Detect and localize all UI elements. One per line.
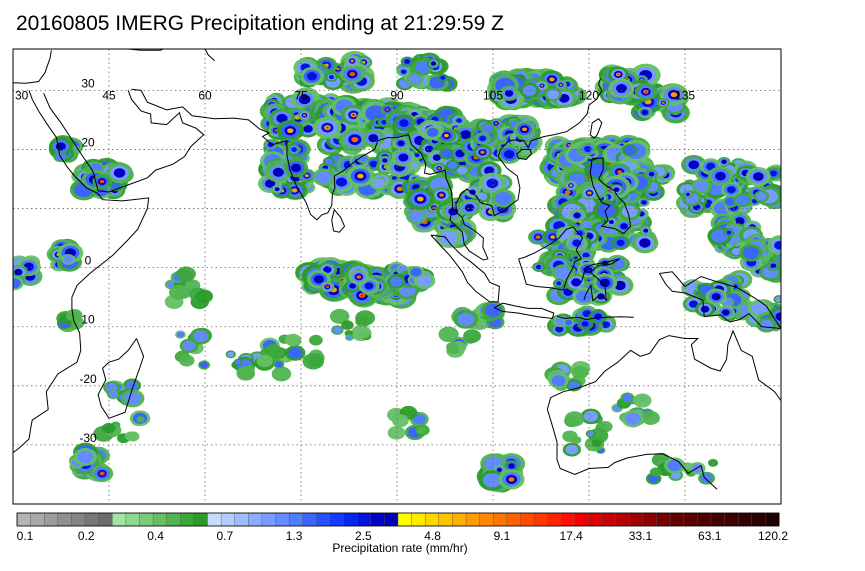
colorbar-tick-label: 0.2 [77, 529, 95, 543]
colorbar-cell [180, 512, 195, 527]
colorbar-cell [479, 512, 494, 527]
colorbar-tick-label: 9.1 [493, 529, 511, 543]
colorbar-cell [629, 512, 644, 527]
coastlines [13, 49, 781, 490]
colorbar-tick-label: 0.7 [216, 529, 234, 543]
colorbar-cell [397, 512, 413, 527]
colorbar-cell [193, 512, 208, 527]
colorbar-cell [506, 512, 521, 527]
colorbar-cell [112, 512, 127, 527]
longitude-labels: 30 45 60 75 90 105 120 135 [15, 88, 695, 102]
colorbar-cell [384, 512, 399, 527]
graticule [13, 49, 781, 504]
colorbar-cell [356, 512, 372, 527]
colorbar-cell [574, 512, 590, 527]
colorbar-tick-label: 4.8 [424, 529, 441, 543]
colorbar-cell [302, 512, 317, 527]
colorbar-cell [316, 512, 331, 527]
lon-label: 90 [390, 88, 404, 102]
lat-label: 20 [81, 135, 95, 149]
colorbar-cell [329, 512, 345, 527]
colorbar-cell [207, 512, 222, 527]
colorbar-cell [71, 512, 86, 527]
lat-label: -30 [79, 431, 97, 445]
colorbar-cell [737, 512, 753, 527]
colorbar-tick-label: 33.1 [628, 529, 653, 543]
colorbar-tick-label: 63.1 [698, 529, 722, 543]
colorbar-cell [139, 512, 154, 527]
colorbar-cell [697, 512, 712, 527]
colorbar-cell [533, 512, 549, 527]
colorbar-cell [710, 512, 726, 527]
lon-label: 45 [102, 88, 116, 102]
lon-label: 75 [294, 88, 308, 102]
colorbar-cell [57, 512, 72, 527]
colorbar-cell [343, 512, 358, 527]
colorbar-cell [30, 512, 45, 527]
colorbar-tick-label: 2.5 [355, 529, 372, 543]
colorbar-cell [98, 512, 113, 527]
colorbar-cell [547, 512, 562, 527]
colorbar-cell [166, 512, 181, 527]
colorbar-cell [765, 512, 780, 527]
precipitation-layer [13, 50, 781, 493]
colorbar-cell [452, 512, 467, 527]
colorbar-cell [44, 512, 59, 527]
lon-label: 30 [15, 88, 29, 102]
colorbar-cell [615, 512, 630, 527]
colorbar-tick-label: 17.4 [559, 529, 583, 543]
colorbar-tick-label: 0.1 [16, 529, 34, 543]
colorbar-cell [84, 512, 100, 527]
colorbar-cell [16, 512, 32, 527]
colorbar-cell [152, 512, 168, 527]
colorbar-cell [493, 512, 508, 527]
colorbar-cell [425, 512, 440, 527]
lat-label: 30 [81, 76, 95, 90]
colorbar-cell [601, 512, 617, 527]
lat-label: -20 [79, 372, 97, 386]
colorbar-cell [669, 512, 685, 527]
colorbar-cell [520, 512, 535, 527]
colorbar-cell [656, 512, 671, 527]
lon-label: 120 [579, 88, 599, 102]
colorbar-cell [370, 512, 385, 527]
colorbar-cell [234, 512, 249, 527]
lon-label: 135 [675, 88, 695, 102]
colorbar-cell [683, 512, 698, 527]
colorbar-cell [438, 512, 453, 527]
colorbar-cell [751, 512, 766, 527]
colorbar-cell [220, 512, 236, 527]
map-frame [12, 48, 782, 505]
lat-label: 10 [81, 313, 95, 327]
colorbar-tick-label: 1.3 [285, 529, 303, 543]
colorbar-cell [248, 512, 263, 527]
colorbar-cell [465, 512, 481, 527]
colorbar-tick-label: 120.2 [757, 529, 789, 543]
lon-label: 105 [483, 88, 503, 102]
colorbar-cell [125, 512, 140, 527]
colorbar-cell [275, 512, 290, 527]
colorbar-label: Precipitation rate (mm/hr) [332, 541, 468, 555]
colorbar-cell [642, 512, 658, 527]
colorbar-cell [411, 512, 426, 527]
colorbar-cell [724, 512, 739, 527]
colorbar-cell [588, 512, 603, 527]
map-title: 20160805 IMERG Precipitation ending at 2… [16, 12, 504, 35]
colorbar-tick-label: 0.4 [147, 529, 164, 543]
lat-label: 0 [85, 254, 92, 268]
colorbar-cell [561, 512, 576, 527]
lon-label: 60 [198, 88, 212, 102]
colorbar-cell [261, 512, 277, 527]
colorbar-cell [288, 512, 304, 527]
latitude-labels: 30 20 0 10 -20 -30 [79, 76, 97, 445]
